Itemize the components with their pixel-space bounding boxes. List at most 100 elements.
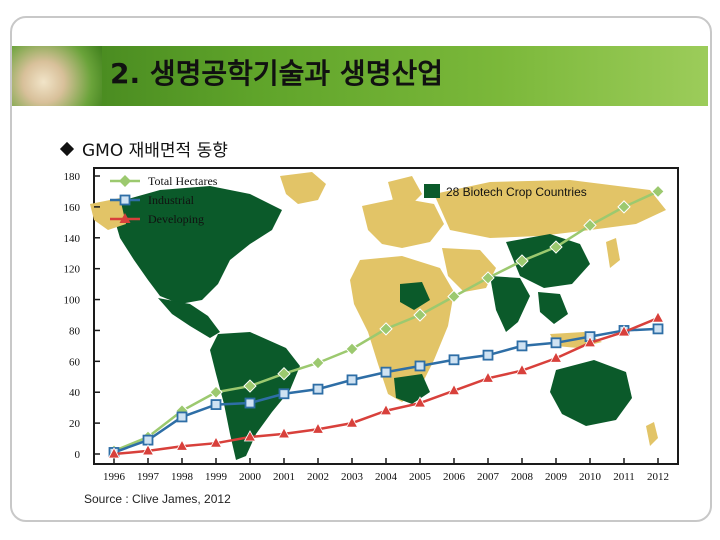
data-point [583, 218, 597, 233]
x-tick-label: 2006 [443, 471, 466, 483]
x-tick-label: 2000 [239, 471, 262, 483]
data-point [277, 366, 291, 381]
data-point [617, 200, 631, 214]
data-point [549, 351, 563, 363]
map-russia [434, 180, 666, 238]
y-tick-label: 180 [64, 171, 81, 183]
legend-marker [119, 213, 131, 223]
data-point [379, 403, 393, 416]
data-point [243, 430, 257, 442]
data-point [380, 366, 392, 378]
y-axis: 0 20 40 60 80 100 120 140 160 180 [64, 171, 100, 461]
data-point [481, 271, 495, 285]
data-point [448, 354, 460, 366]
x-tick-label: 2003 [341, 471, 364, 483]
map-central-america [158, 298, 220, 338]
x-tick-label: 2004 [375, 471, 398, 483]
data-point [413, 396, 427, 408]
series-layer [107, 184, 665, 459]
data-point [516, 340, 528, 352]
data-point [244, 397, 256, 409]
y-tick-label: 20 [69, 418, 81, 430]
map-greenland [280, 172, 326, 204]
y-tick-label: 140 [64, 233, 81, 245]
data-point [652, 323, 664, 335]
data-point [447, 383, 461, 396]
x-tick-label: 2009 [545, 471, 568, 483]
data-point [278, 388, 290, 400]
data-point [413, 308, 427, 322]
data-point [209, 385, 223, 399]
data-point [481, 371, 495, 383]
slide-title: 2. 생명공학기술과 생명산업 [110, 57, 443, 90]
source-note: Source : Clive James, 2012 [84, 492, 231, 506]
x-tick-label: 1997 [137, 471, 160, 483]
data-point [345, 342, 359, 356]
x-axis: 1996 1997 1998 1999 2000 2001 2002 2003 2004 2005… [103, 458, 669, 483]
data-point [176, 411, 188, 423]
x-tick-label: 2010 [579, 471, 602, 483]
map-south-america [210, 332, 300, 460]
data-point [312, 383, 324, 395]
data-point [107, 447, 121, 459]
data-point [346, 374, 358, 386]
legend-marker [119, 194, 131, 206]
map-australia [550, 360, 632, 426]
data-point [651, 311, 665, 323]
legend-label: Developing [148, 212, 204, 226]
data-point [175, 439, 189, 451]
map-southeast-asia [538, 292, 568, 324]
x-tick-label: 2002 [307, 471, 329, 483]
map-alaska [90, 198, 126, 230]
map-south-africa [394, 374, 430, 404]
data-point [243, 379, 257, 393]
map-scandinavia [388, 176, 422, 206]
data-point [651, 184, 665, 199]
data-point [209, 436, 223, 448]
data-point [515, 363, 529, 376]
series-total-hectares [107, 184, 665, 458]
y-tick-label: 80 [69, 325, 81, 337]
y-tick-label: 40 [69, 387, 81, 399]
map-japan [606, 238, 620, 268]
map-sudan [400, 282, 430, 310]
x-tick-label: 2005 [409, 471, 432, 483]
map-china [506, 234, 590, 288]
data-point [447, 289, 461, 304]
data-point [482, 349, 494, 361]
map-new-zealand [646, 422, 658, 446]
y-tick-label: 160 [64, 202, 81, 214]
diamond-bullet-icon [59, 141, 75, 157]
y-tick-label: 120 [64, 264, 81, 276]
data-point [515, 254, 529, 268]
x-tick-label: 2001 [273, 471, 295, 483]
data-point [345, 416, 359, 428]
data-point [414, 360, 426, 372]
data-point [583, 335, 597, 348]
series-industrial [108, 323, 664, 458]
map-north-america [110, 186, 282, 304]
legend-label: Industrial [148, 193, 195, 207]
map-legend: 28 Biotech Crop Countries [424, 184, 587, 199]
title-banner [12, 46, 708, 106]
x-tick-label: 2007 [477, 471, 500, 483]
legend-label: Total Hectares [148, 174, 218, 188]
bullet-text: GMO 재배면적 동향 [82, 141, 228, 161]
data-point [617, 325, 631, 337]
x-tick-label: 1998 [171, 471, 194, 483]
data-point [210, 399, 222, 410]
legend-marker [119, 175, 131, 187]
x-tick-label: 2011 [613, 471, 635, 483]
y-tick-label: 60 [69, 356, 81, 368]
gmo-area-chart: 28 Biotech Crop Countries 0 20 40 60 80 100 12… [50, 164, 680, 490]
map-legend-label: 28 Biotech Crop Countries [446, 185, 587, 199]
bullet-item: GMO 재배면적 동향 [59, 136, 228, 161]
y-tick-label: 0 [75, 449, 81, 461]
x-tick-label: 1996 [103, 471, 126, 483]
map-india [490, 276, 530, 332]
data-point [311, 356, 325, 370]
data-point [311, 422, 325, 434]
data-point [550, 337, 562, 349]
x-tick-label: 2012 [647, 471, 669, 483]
banner-image [12, 46, 102, 106]
